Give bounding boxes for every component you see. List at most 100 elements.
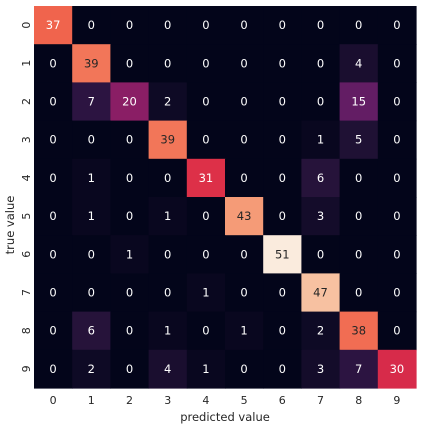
cell-value-1-4: 0: [202, 56, 209, 70]
heatmap-cell-7-6: [263, 273, 302, 313]
cell-value-0-5: 0: [240, 18, 247, 32]
y-tick-label-8: 8: [20, 327, 33, 334]
heatmap-cell-8-5: [225, 311, 264, 351]
cell-value-1-7: 0: [317, 56, 324, 70]
heatmap-cell-4-1: [72, 158, 111, 198]
cell-value-2-1: 7: [88, 95, 95, 109]
heatmap-cells: 37 0 0 0 0 0 0 0 0 00 39 0 0 0 0 0 0 4 00 7 20 2 0 0 0 0 15 00 0 0 39 0…: [34, 6, 417, 389]
cell-value-9-7: 3: [317, 362, 324, 376]
cell-value-8-2: 0: [126, 324, 133, 338]
y-tick-label-6: 6: [20, 251, 33, 258]
heatmap-cell-8-2: [110, 311, 150, 351]
cell-value-2-5: 0: [240, 95, 247, 109]
cell-value-6-6: 51: [275, 247, 290, 261]
heatmap-cell-3-9: [377, 120, 417, 160]
x-tick-label-9: 9: [393, 394, 400, 407]
heatmap-cell-1-5: [225, 44, 264, 83]
cell-value-3-8: 5: [355, 133, 362, 147]
cell-value-5-5: 43: [237, 209, 252, 223]
cell-value-2-6: 0: [279, 95, 286, 109]
cell-value-0-4: 0: [202, 18, 209, 32]
cell-value-1-0: 0: [49, 56, 56, 70]
heatmap-cell-5-4: [186, 197, 226, 236]
x-tick-label-5: 5: [241, 394, 248, 407]
y-tick-label-2: 2: [20, 98, 33, 105]
x-axis-label: predicted value: [180, 410, 270, 424]
cell-value-0-7: 0: [317, 18, 324, 32]
heatmap-cell-2-2: [110, 82, 150, 122]
cell-value-6-9: 0: [393, 247, 400, 261]
cell-value-6-1: 0: [88, 247, 95, 261]
heatmap-cell-5-0: [34, 197, 73, 236]
heatmap-cell-0-4: [186, 6, 226, 45]
cell-value-3-7: 1: [317, 133, 324, 147]
heatmap-cell-5-5: [225, 197, 264, 236]
cell-value-2-2: 20: [122, 95, 137, 109]
x-tick-label-3: 3: [164, 394, 171, 407]
cell-value-8-1: 6: [88, 324, 95, 338]
cell-value-7-6: 0: [279, 286, 286, 300]
heatmap-cell-4-4: [186, 158, 226, 198]
cell-value-3-0: 0: [49, 133, 56, 147]
heatmap-cell-3-5: [225, 120, 264, 160]
heatmap-cell-3-0: [34, 120, 73, 160]
cell-value-5-0: 0: [49, 209, 56, 223]
heatmap-cell-6-5: [225, 235, 264, 274]
cell-value-3-5: 0: [240, 133, 247, 147]
heatmap-cell-1-6: [263, 44, 302, 83]
heatmap-cell-1-3: [148, 44, 188, 83]
cell-value-5-3: 1: [164, 209, 171, 223]
heatmap-cell-8-6: [263, 311, 302, 351]
heatmap-cell-4-6: [263, 158, 302, 198]
heatmap-cell-2-7: [301, 82, 341, 122]
cell-value-9-1: 2: [88, 362, 95, 376]
cell-value-4-8: 0: [355, 171, 362, 185]
cell-value-8-5: 1: [240, 324, 247, 338]
heatmap-cell-6-4: [186, 235, 226, 274]
heatmap-cell-7-2: [110, 273, 150, 313]
cell-value-6-5: 0: [240, 247, 247, 261]
cell-value-8-7: 2: [317, 324, 324, 338]
heatmap-cell-0-1: [72, 6, 111, 45]
cell-value-9-4: 1: [202, 362, 209, 376]
heatmap-cell-5-1: [72, 197, 111, 236]
cell-value-6-4: 0: [202, 247, 209, 261]
heatmap-cell-4-2: [110, 158, 150, 198]
x-tick-label-4: 4: [202, 394, 209, 407]
heatmap-cell-1-4: [186, 44, 226, 83]
cell-value-6-3: 0: [164, 247, 171, 261]
heatmap-cell-8-4: [186, 311, 226, 351]
heatmap-cell-7-7: [301, 273, 341, 313]
heatmap-cell-8-3: [148, 311, 188, 351]
cell-value-7-9: 0: [393, 286, 400, 300]
cell-value-9-6: 0: [279, 362, 286, 376]
heatmap-cell-6-8: [339, 235, 379, 274]
cell-value-0-1: 0: [88, 18, 95, 32]
cell-value-4-2: 0: [126, 171, 133, 185]
y-tick-label-7: 7: [20, 289, 33, 296]
y-axis-label: true value: [3, 196, 17, 255]
heatmap-cell-0-9: [377, 6, 417, 45]
cell-value-8-8: 38: [351, 324, 366, 338]
cell-value-3-9: 0: [393, 133, 400, 147]
y-tick-label-4: 4: [20, 174, 33, 181]
heatmap-cell-9-9: [377, 349, 417, 389]
heatmap-cell-2-6: [263, 82, 302, 122]
heatmap-cell-5-8: [339, 197, 379, 236]
cell-value-9-2: 0: [126, 362, 133, 376]
cell-value-6-7: 0: [317, 247, 324, 261]
cell-value-4-9: 0: [393, 171, 400, 185]
cell-value-5-6: 0: [279, 209, 286, 223]
cell-value-7-2: 0: [126, 286, 133, 300]
heatmap-cell-5-6: [263, 197, 302, 236]
cell-value-4-0: 0: [49, 171, 56, 185]
cell-value-5-4: 0: [202, 209, 209, 223]
heatmap-cell-3-2: [110, 120, 150, 160]
cell-value-4-6: 0: [279, 171, 286, 185]
heatmap-cell-2-3: [148, 82, 188, 122]
heatmap-cell-7-3: [148, 273, 188, 313]
heatmap-cell-3-3: [148, 120, 188, 160]
cell-value-1-8: 4: [355, 56, 362, 70]
cell-value-9-9: 30: [390, 362, 405, 376]
heatmap-cell-8-0: [34, 311, 73, 351]
